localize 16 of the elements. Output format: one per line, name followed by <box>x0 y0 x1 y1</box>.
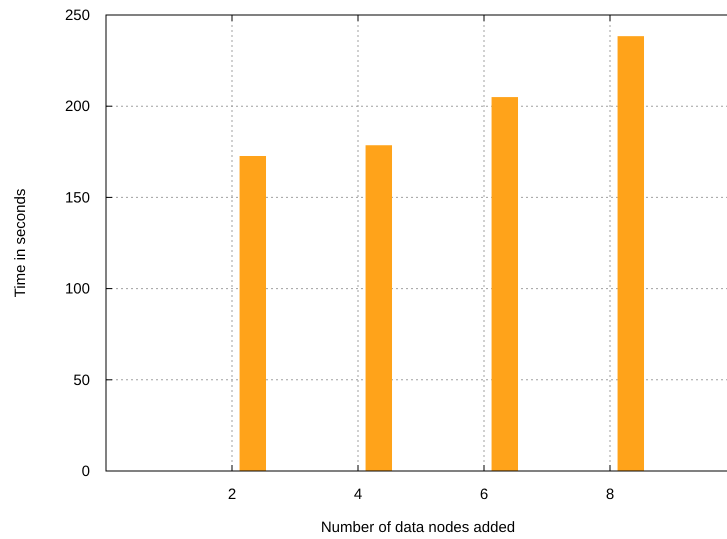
x-tick-label: 8 <box>606 486 614 503</box>
x-axis-title: Number of data nodes added <box>320 519 516 536</box>
bar <box>618 36 644 471</box>
bar <box>366 145 392 471</box>
x-tick-label: 4 <box>354 486 362 503</box>
y-tick-label: 200 <box>64 98 90 116</box>
bar <box>240 156 266 471</box>
y-tick-label: 250 <box>64 7 90 24</box>
y-tick-label: 100 <box>64 280 90 298</box>
x-tick-label: 2 <box>228 486 236 503</box>
y-tick-label: 50 <box>73 372 90 389</box>
bar <box>492 97 518 471</box>
x-tick-label: 6 <box>480 486 488 503</box>
y-tick-label: 150 <box>64 189 90 206</box>
y-axis-title: Time in seconds <box>12 188 29 298</box>
y-tick-label: 0 <box>82 463 90 480</box>
